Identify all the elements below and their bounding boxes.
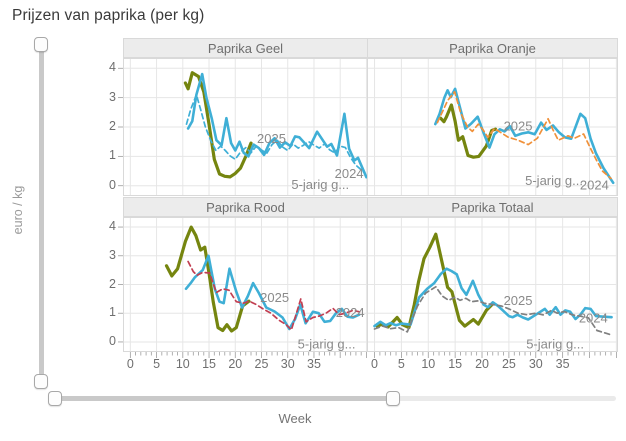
series-label-2024: 2024 — [335, 166, 364, 181]
facet-title-paprika-totaal: Paprika Totaal — [367, 197, 618, 217]
y-tick-label: 0 — [109, 333, 116, 348]
series-line-2025 — [183, 71, 253, 179]
series-line-5-jarig-g- — [185, 93, 366, 174]
facet-panel-paprika-oranje: Paprika Oranje 2025 5-jarig g... 2024 — [367, 38, 618, 196]
x-tick-label: 30 — [280, 357, 295, 371]
series-label-2025: 2025 — [257, 131, 286, 146]
x-tick-label: 15 — [448, 357, 463, 371]
y-tick-label: 2 — [109, 119, 116, 133]
series-line-5-jarig-g- — [187, 260, 361, 331]
x-tick-label: 35 — [307, 357, 321, 371]
y-tick-label: 1 — [109, 148, 116, 163]
horizontal-slider-handle-right[interactable] — [386, 391, 400, 406]
y-tick-label: 4 — [109, 219, 116, 234]
vertical-slider-handle-top[interactable] — [34, 37, 48, 52]
series-line-2024 — [186, 72, 368, 179]
facet-panel-paprika-totaal: Paprika Totaal 2025 2024 5-jarig g... — [367, 197, 618, 352]
series-label-5-jarig-g-: 5-jarig g... — [298, 337, 356, 352]
facet-title-paprika-oranje: Paprika Oranje — [367, 38, 618, 58]
page-title: Prijzen van paprika (per kg) — [12, 7, 205, 24]
x-axis-title: Week — [278, 411, 312, 426]
series-label-2024: 2024 — [336, 305, 365, 320]
y-tick-label: 4 — [109, 60, 116, 75]
facet-title-paprika-rood: Paprika Rood — [123, 197, 368, 217]
plot-border — [367, 217, 618, 352]
series-label-5-jarig-g-: 5-jarig g... — [291, 177, 349, 192]
x-tick-label: 5 — [153, 357, 161, 371]
series-line-2025 — [375, 232, 495, 330]
plot-border — [367, 58, 618, 196]
series-line-5-jarig-g- — [373, 285, 612, 336]
vertical-slider-handle-bottom[interactable] — [34, 374, 48, 389]
series-line-5-jarig-g- — [436, 90, 612, 180]
vertical-range-slider[interactable] — [33, 37, 50, 389]
series-label-2025: 2025 — [504, 119, 533, 134]
x-tick-label: 30 — [528, 357, 543, 371]
facet-panel-paprika-rood: Paprika Rood 2025 2024 5-jarig g... — [123, 197, 368, 352]
facet-panel-paprika-geel: Paprika Geel 2025 2024 5-jarig g... — [123, 38, 368, 196]
y-tick-label: 3 — [109, 89, 116, 104]
facet-title-paprika-geel: Paprika Geel — [123, 38, 368, 58]
plot-area-paprika-oranje[interactable]: 2025 5-jarig g...2024 — [367, 58, 618, 196]
series-label-5-jarig-g-: 5-jarig g... — [525, 173, 583, 188]
x-tick-label: 0 — [371, 357, 378, 371]
y-axis-title: euro / kg — [11, 185, 25, 235]
x-tick-label: 20 — [475, 357, 489, 371]
series-line-2024 — [434, 87, 615, 185]
x-tick-label: 0 — [126, 357, 134, 371]
series-line-2024 — [373, 267, 613, 328]
series-label-5-jarig-g-: 5-jarig g... — [526, 337, 584, 352]
horizontal-slider-track-rest[interactable] — [393, 396, 616, 401]
horizontal-slider-handle-left[interactable] — [48, 391, 62, 406]
x-tick-label: 10 — [175, 357, 190, 371]
horizontal-range-slider[interactable] — [48, 390, 618, 407]
x-tick-label: 15 — [202, 357, 216, 371]
series-label-2024: 2024 — [579, 311, 608, 326]
plot-area-paprika-rood[interactable]: 2025 2024 5-jarig g... — [123, 217, 368, 352]
series-label-2025: 2025 — [260, 290, 289, 305]
y-tick-label: 2 — [109, 276, 116, 291]
series-label-2025: 2025 — [504, 293, 533, 308]
x-tick-label: 10 — [421, 357, 436, 371]
y-tick-label: 1 — [109, 305, 116, 320]
horizontal-slider-track-selected[interactable] — [56, 396, 393, 401]
plot-area-paprika-totaal[interactable]: 2025 2024 5-jarig g... — [367, 217, 618, 352]
x-tick-label: 25 — [254, 357, 269, 371]
series-line-2024 — [184, 254, 361, 331]
y-tick-label: 0 — [109, 177, 116, 192]
series-label-2024: 2024 — [580, 178, 609, 193]
y-tick-label: 3 — [109, 247, 116, 262]
x-tick-label: 20 — [228, 357, 243, 371]
series-line-2025 — [164, 225, 251, 333]
x-tick-label: 35 — [555, 357, 570, 371]
x-tick-label: 5 — [397, 357, 405, 371]
series-line-2025 — [438, 103, 498, 159]
vertical-slider-track[interactable] — [39, 44, 44, 382]
x-tick-label: 25 — [501, 357, 516, 371]
